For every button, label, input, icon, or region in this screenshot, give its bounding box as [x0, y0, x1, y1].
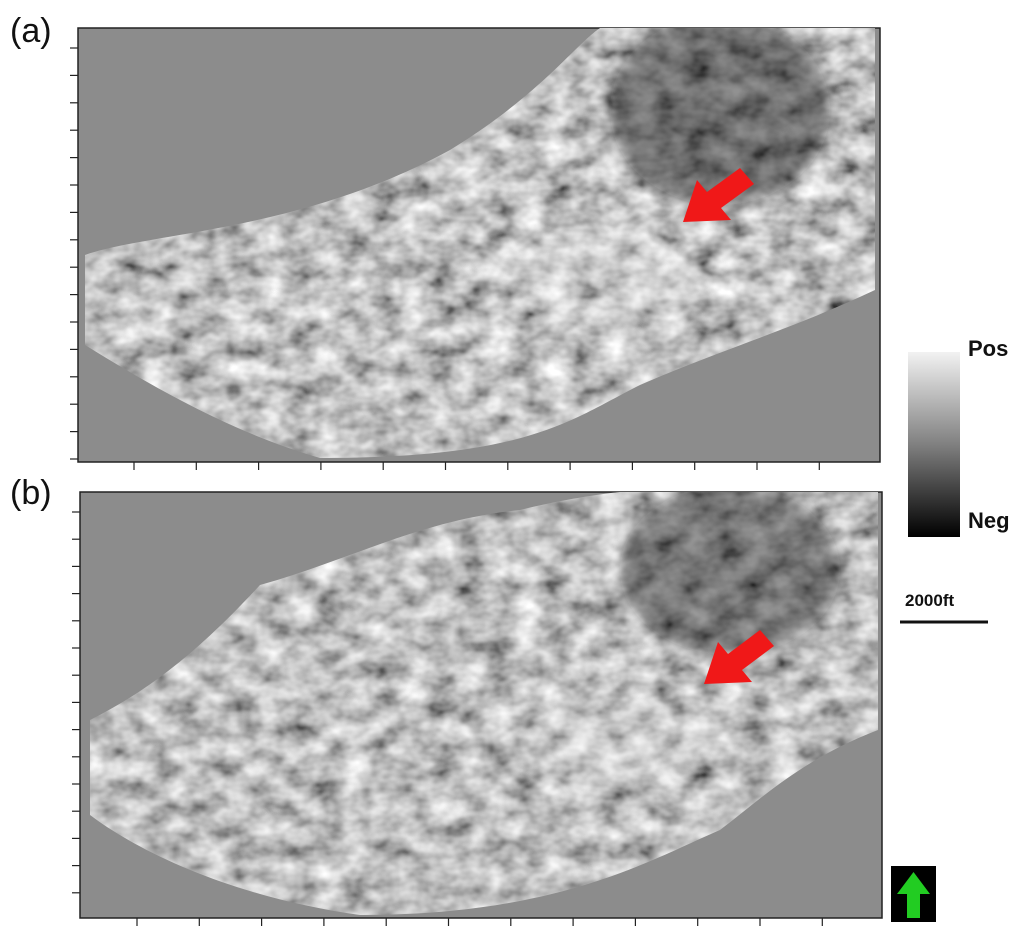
panel-label: (b)	[10, 474, 52, 512]
scale-label: 2000ft	[905, 591, 954, 610]
colorbar-label: Neg	[968, 508, 1010, 533]
panel-label: (a)	[10, 12, 52, 50]
arrow	[683, 168, 754, 222]
ticks	[70, 47, 823, 926]
colorbar-label: Pos	[968, 336, 1008, 361]
panel-b: (b)	[10, 474, 883, 919]
arrow	[704, 630, 774, 684]
colorbar	[908, 352, 960, 537]
panel-a: (a)	[10, 12, 881, 463]
north-arrow	[897, 872, 930, 918]
